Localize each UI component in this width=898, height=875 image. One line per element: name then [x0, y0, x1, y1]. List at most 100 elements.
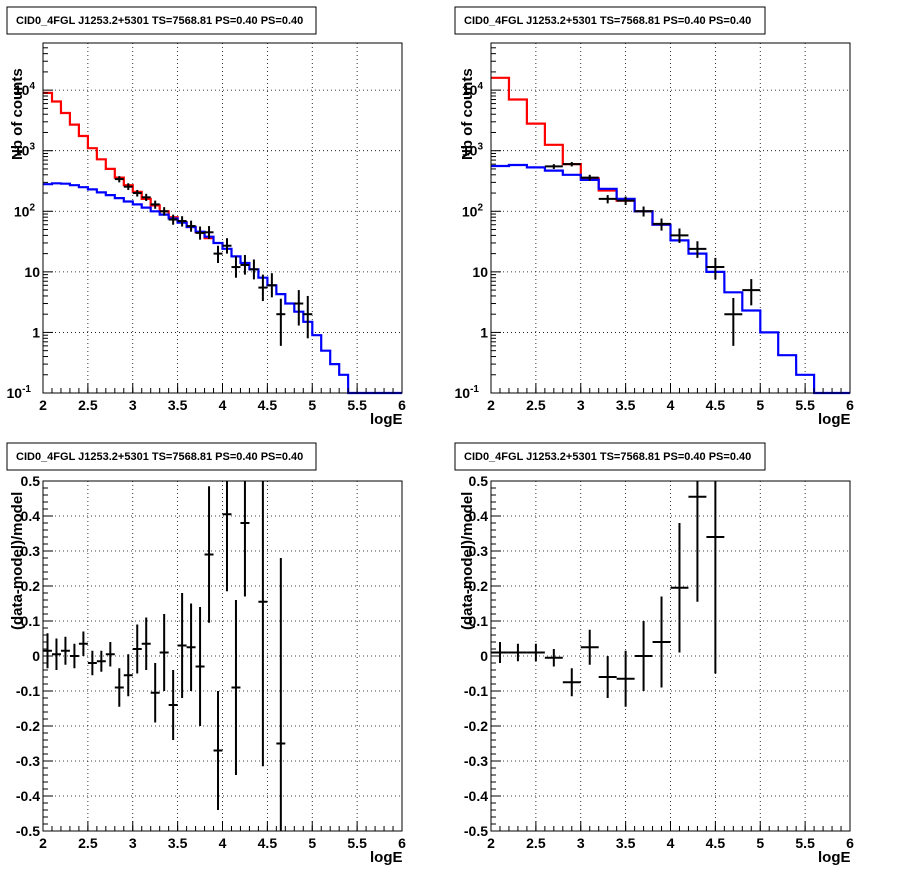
y-axis-label: (data-model)/model [459, 492, 476, 630]
series-line [491, 163, 850, 395]
x-tick-label: 6 [846, 397, 854, 413]
x-tick-label: 5.5 [795, 397, 815, 413]
y-tick-label: 0.1 [469, 613, 489, 629]
x-tick-label: 2 [487, 835, 495, 851]
x-tick-label: 2.5 [78, 835, 98, 851]
y-tick-label: 0.3 [469, 543, 489, 559]
x-tick-label: 2.5 [78, 397, 98, 413]
data-points [43, 481, 286, 831]
y-axis-label: Nb of counts [459, 68, 476, 160]
x-tick-label: 2.5 [526, 835, 546, 851]
chart-title: CID0_4FGL J1253.2+5301 TS=7568.81 PS=0.4… [16, 451, 303, 463]
panel-counts-right: CID0_4FGL J1253.2+5301 TS=7568.81 PS=0.4… [454, 6, 854, 428]
y-tick-label: 10 [24, 264, 40, 280]
x-tick-label: 4 [667, 397, 675, 413]
y-tick-label: 0.5 [469, 473, 489, 489]
tick-group: 2 2.5 3 3.5 4 4.5 5 5.5 6 10-1 1 10 102 103 104 [7, 47, 406, 413]
x-tick-label: 5 [756, 835, 764, 851]
chart-title: CID0_4FGL J1253.2+5301 TS=7568.81 PS=0.4… [16, 15, 303, 27]
y-axis-label: Nb of counts [9, 68, 26, 160]
x-tick-label: 3 [129, 397, 137, 413]
x-tick-label: 4.5 [706, 835, 726, 851]
x-axis-label: logE [818, 411, 851, 428]
series-line [43, 182, 402, 395]
x-tick-label: 4 [219, 397, 227, 413]
y-tick-label: -0.1 [464, 683, 488, 699]
tick-group: 2 2.5 3 3.5 4 4.5 5 5.5 6 10-1 1 10 102 103 104 [455, 47, 854, 413]
x-tick-label: 6 [398, 397, 406, 413]
y-tick-label: 10-1 [7, 384, 32, 401]
y-tick-label: 104 [14, 81, 36, 98]
y-tick-label: 10 [472, 264, 488, 280]
x-tick-label: 5 [308, 397, 316, 413]
x-tick-label: 3 [577, 835, 585, 851]
x-tick-label: 2 [39, 835, 47, 851]
title-box [6, 6, 317, 35]
y-tick-label: -0.2 [16, 718, 40, 734]
y-tick-label: 0.4 [469, 508, 489, 524]
x-tick-label: 5 [308, 835, 316, 851]
y-tick-label: 102 [462, 202, 484, 219]
x-tick-label: 4.5 [258, 835, 278, 851]
x-tick-label: 4 [667, 835, 675, 851]
x-tick-label: 5.5 [347, 397, 367, 413]
x-tick-label: 2 [39, 397, 47, 413]
y-axis-label: (data-model)/model [9, 492, 26, 630]
y-tick-label: 10-1 [455, 384, 480, 401]
x-tick-label: 5 [756, 397, 764, 413]
y-tick-label: -0.1 [16, 683, 40, 699]
title-box [454, 6, 766, 35]
x-tick-label: 2 [487, 397, 495, 413]
y-tick-label: 0.4 [21, 508, 41, 524]
y-tick-label: 1 [480, 324, 488, 340]
grid [43, 43, 402, 393]
grid [491, 43, 850, 393]
x-axis-label: logE [818, 849, 851, 866]
panel-counts-left: CID0_4FGL J1253.2+5301 TS=7568.81 PS=0.4… [6, 6, 406, 428]
tick-group: 2 2.5 3 3.5 4 4.5 5 5.5 6 -0.5 -0.4 -0.3 -0.2 -0.1 0 0.… [464, 473, 854, 851]
x-tick-label: 3.5 [616, 835, 636, 851]
series-line [43, 91, 214, 240]
x-tick-label: 3.5 [168, 835, 188, 851]
x-tick-label: 5.5 [347, 835, 367, 851]
y-tick-label: -0.5 [16, 823, 40, 839]
y-tick-label: 104 [462, 81, 484, 98]
x-tick-label: 4.5 [706, 397, 726, 413]
chart-title: CID0_4FGL J1253.2+5301 TS=7568.81 PS=0.4… [464, 451, 751, 463]
y-tick-label: 0.2 [21, 578, 41, 594]
x-tick-label: 3 [577, 397, 585, 413]
y-tick-label: -0.2 [464, 718, 488, 734]
x-tick-label: 4.5 [258, 397, 278, 413]
series-group [491, 76, 850, 395]
x-axis-label: logE [370, 849, 403, 866]
y-tick-label: -0.4 [16, 788, 40, 804]
x-tick-label: 2.5 [526, 397, 546, 413]
x-tick-label: 6 [846, 835, 854, 851]
data-points [491, 481, 725, 707]
data-points [114, 176, 313, 346]
y-tick-label: 0 [480, 648, 488, 664]
title-box [454, 442, 766, 471]
y-tick-label: 0.2 [469, 578, 489, 594]
y-tick-label: -0.3 [16, 753, 40, 769]
panel-residuals-right: CID0_4FGL J1253.2+5301 TS=7568.81 PS=0.4… [454, 442, 854, 866]
x-tick-label: 4 [219, 835, 227, 851]
y-tick-label: 0.1 [21, 613, 41, 629]
x-tick-label: 5.5 [795, 835, 815, 851]
y-tick-label: 0.5 [21, 473, 41, 489]
x-tick-label: 3 [129, 835, 137, 851]
panel-residuals-left: CID0_4FGL J1253.2+5301 TS=7568.81 PS=0.4… [6, 442, 406, 866]
data-points [544, 162, 761, 346]
y-tick-label: 1 [32, 324, 40, 340]
x-tick-label: 3.5 [168, 397, 188, 413]
grid [43, 481, 402, 831]
x-tick-label: 3.5 [616, 397, 636, 413]
y-tick-label: 0.3 [21, 543, 41, 559]
x-tick-label: 6 [398, 835, 406, 851]
tick-group: 2 2.5 3 3.5 4 4.5 5 5.5 6 -0.5 -0.4 -0.3 -0.2 -0.1 0 0.… [16, 473, 406, 851]
y-tick-label: 103 [462, 142, 484, 159]
y-tick-label: -0.3 [464, 753, 488, 769]
chart-title: CID0_4FGL J1253.2+5301 TS=7568.81 PS=0.4… [464, 15, 751, 27]
y-tick-label: 103 [14, 142, 36, 159]
